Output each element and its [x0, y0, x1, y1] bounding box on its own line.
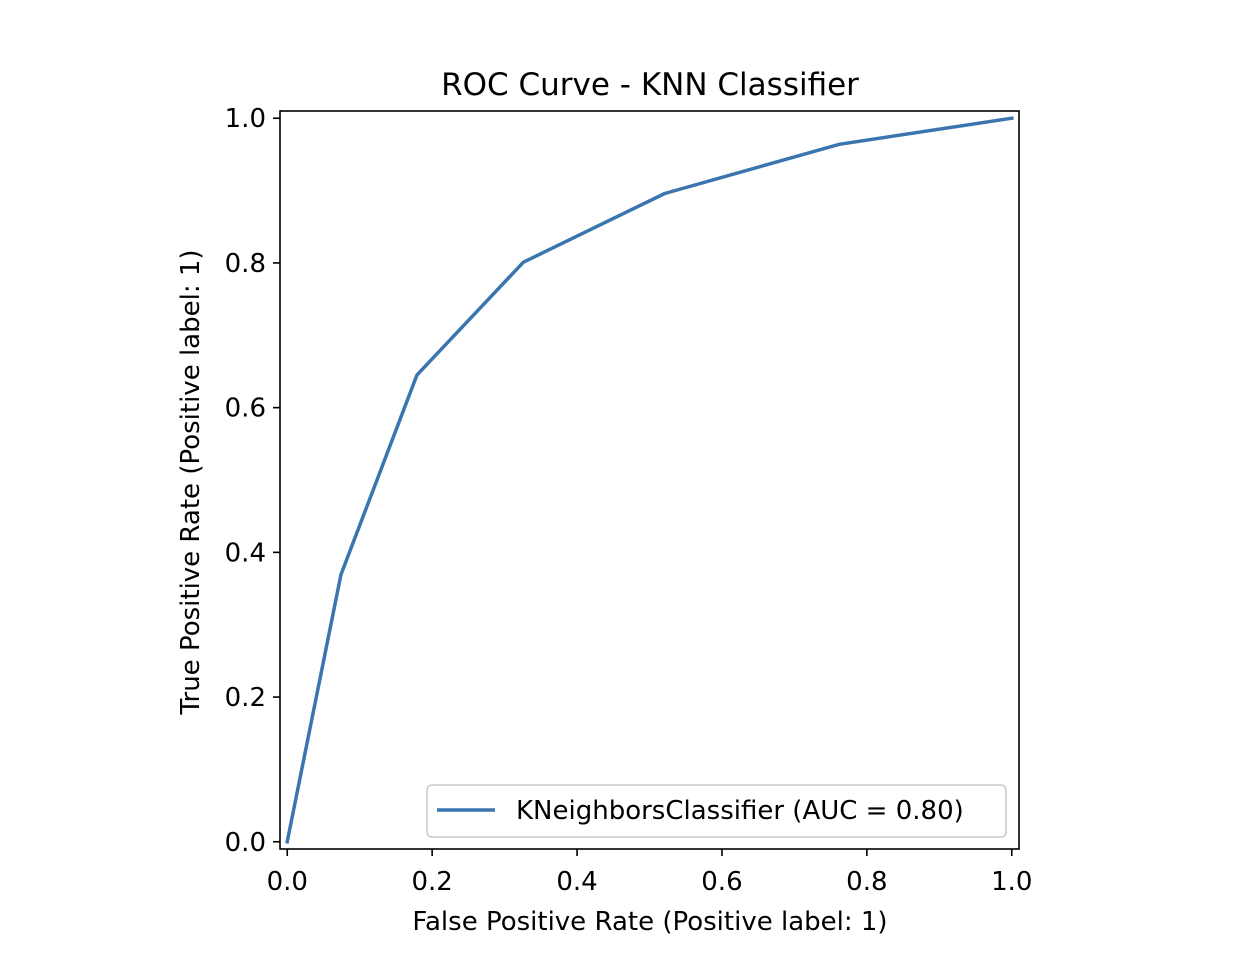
x-tick-label: 0.6 [701, 867, 742, 897]
legend: KNeighborsClassifier (AUC = 0.80) [426, 784, 1007, 838]
axes-frame [279, 110, 1020, 850]
legend-box [426, 784, 1007, 838]
y-tick-label: 0.8 [225, 249, 266, 279]
y-axis-label: True Positive Rate (Positive label: 1) [176, 249, 206, 715]
y-tick-label: 0.4 [225, 538, 266, 568]
legend-label: KNeighborsClassifier (AUC = 0.80) [516, 796, 964, 826]
series-layer [285, 116, 1014, 844]
x-tick-label: 0.0 [267, 867, 308, 897]
x-tick-label: 0.2 [411, 867, 452, 897]
y-tick-label: 1.0 [225, 104, 266, 134]
roc-curve-line [285, 116, 1014, 844]
x-axis-ticks: 0.0 0.2 0.4 0.6 0.8 1.0 [267, 849, 1032, 897]
y-tick-label: 0.0 [225, 828, 266, 858]
x-tick-label: 0.8 [846, 867, 887, 897]
chart-title: ROC Curve - KNN Classifier [441, 67, 859, 103]
x-tick-label: 0.4 [556, 867, 597, 897]
y-tick-label: 0.6 [225, 394, 266, 424]
y-axis-ticks: 0.0 0.2 0.4 0.6 0.8 1.0 [225, 104, 280, 858]
y-tick-label: 0.2 [225, 683, 266, 713]
x-tick-label: 1.0 [991, 867, 1032, 897]
x-axis-label: False Positive Rate (Positive label: 1) [412, 907, 887, 937]
